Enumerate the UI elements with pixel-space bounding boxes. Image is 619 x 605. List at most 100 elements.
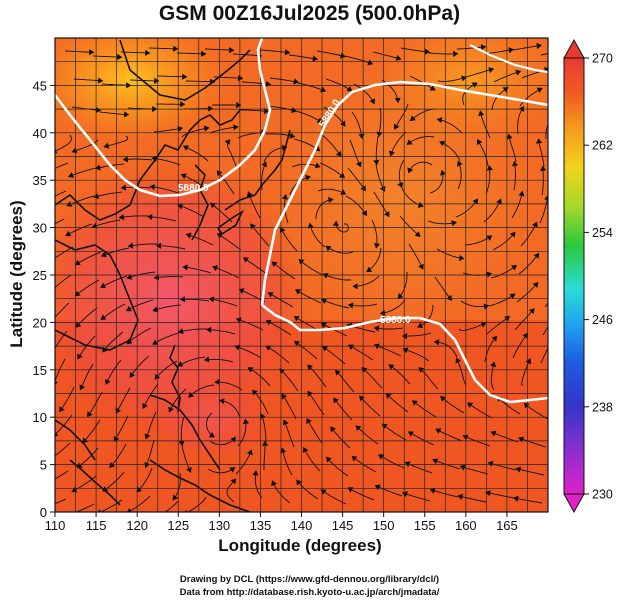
streamline-arrowhead <box>208 105 214 112</box>
x-tick-label: 120 <box>126 518 148 533</box>
streamline <box>408 431 435 446</box>
streamline-arrowhead <box>182 73 188 80</box>
colorbar-tick-label: 270 <box>592 52 613 66</box>
streamline-arrowhead <box>77 353 83 360</box>
streamline-arrowhead <box>433 339 440 346</box>
streamline <box>180 298 210 302</box>
streamline <box>325 245 354 254</box>
streamline <box>374 344 402 357</box>
streamline <box>373 191 390 217</box>
streamline <box>216 170 235 195</box>
streamline <box>217 233 242 251</box>
streamline-arrowhead <box>267 292 274 298</box>
streamline <box>519 87 543 107</box>
streamline-arrowhead <box>531 221 538 228</box>
streamline-arrowhead <box>532 281 539 288</box>
streamline <box>549 225 561 251</box>
streamline <box>335 221 349 233</box>
coastlines <box>55 39 291 512</box>
streamline-arrowhead <box>74 259 81 266</box>
streamline <box>168 388 187 413</box>
streamline-arrowhead <box>518 190 525 197</box>
streamline-arrowhead <box>59 406 65 413</box>
streamline <box>185 80 215 83</box>
streamline <box>148 47 178 50</box>
streamline <box>269 77 299 83</box>
streamline-arrowhead <box>43 481 48 486</box>
streamline <box>74 279 100 297</box>
streamline-arrowhead <box>117 53 123 61</box>
y-tick-label: 0 <box>40 505 47 520</box>
streamline-arrowhead <box>203 125 210 132</box>
streamline <box>435 428 463 442</box>
streamline-arrowhead <box>334 369 341 376</box>
streamline-arrowhead <box>100 314 107 321</box>
streamline <box>176 52 206 55</box>
streamline <box>204 358 234 363</box>
streamline-arrowhead <box>339 172 346 179</box>
streamline-arrowhead <box>103 142 110 149</box>
streamline-arrowhead <box>302 446 309 454</box>
streamline <box>55 190 67 197</box>
streamline-arrowhead <box>453 50 459 58</box>
streamline-arrowhead <box>281 393 288 400</box>
colorbar-top-triangle <box>563 38 585 59</box>
streamline <box>378 454 405 469</box>
streamline <box>149 186 179 194</box>
streamline <box>412 400 437 418</box>
streamline <box>408 243 424 270</box>
streamline-arrowhead <box>122 156 129 163</box>
streamline-arrowhead <box>89 48 95 56</box>
streamline-arrowhead <box>478 110 485 117</box>
streamline-arrowhead <box>436 117 443 124</box>
streamline-arrowhead <box>558 255 563 260</box>
streamline <box>100 303 126 321</box>
streamline <box>87 391 103 418</box>
streamline <box>402 492 431 502</box>
streamline-arrowhead <box>168 406 174 413</box>
streamline-arrowhead <box>280 447 287 454</box>
streamline-arrowhead <box>361 210 367 217</box>
streamline <box>513 161 516 191</box>
streamline <box>145 439 155 468</box>
streamline-arrowhead <box>458 254 465 262</box>
streamline-arrowhead <box>237 74 244 82</box>
streamline <box>325 456 349 477</box>
streamline-arrowhead <box>242 418 250 425</box>
streamline-arrowhead <box>238 288 245 295</box>
streamline-arrowhead <box>100 282 107 289</box>
streamline-arrowhead <box>100 251 107 258</box>
streamline <box>334 369 355 393</box>
colorbar-tick-label: 238 <box>592 400 613 414</box>
streamline <box>75 503 95 512</box>
streamline <box>92 55 122 58</box>
streamline-arrowhead <box>316 117 323 124</box>
streamline <box>71 475 97 493</box>
streamline <box>55 134 72 152</box>
streamline-arrowhead <box>496 198 502 205</box>
streamline <box>518 252 540 275</box>
streamline-arrowhead <box>397 293 404 300</box>
streamline-arrowhead <box>536 87 543 94</box>
streamline-arrowhead <box>49 289 54 294</box>
streamline <box>55 246 74 259</box>
streamline <box>521 358 531 387</box>
streamline <box>128 243 157 247</box>
streamline <box>209 126 239 134</box>
streamline <box>263 147 287 163</box>
streamline-arrowhead <box>282 144 288 151</box>
streamline <box>55 470 69 480</box>
streamline <box>64 50 94 53</box>
streamline-arrowhead <box>480 44 487 51</box>
streamline-arrowhead <box>518 436 525 443</box>
streamline <box>307 390 325 416</box>
streamline <box>241 81 271 85</box>
streamline-arrowhead <box>312 55 319 62</box>
streamline <box>315 198 334 220</box>
streamline-arrowhead <box>289 132 296 139</box>
streamline <box>120 51 150 54</box>
streamline-arrowhead <box>417 201 424 208</box>
streamline <box>177 356 206 367</box>
streamline <box>267 105 297 112</box>
streamline-arrowhead <box>177 203 184 210</box>
